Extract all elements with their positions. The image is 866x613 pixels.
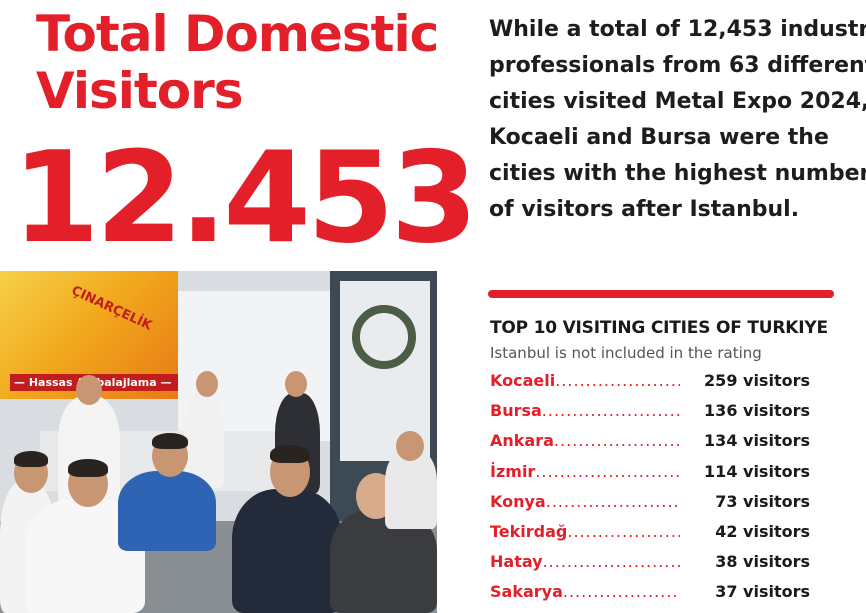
person-figure [385,449,437,529]
city-name: Sakarya [490,582,563,602]
person-hair [152,433,188,449]
person-head [396,431,424,461]
person-hair [14,451,48,467]
intro-paragraph: While a total of 12,453 industry profess… [489,12,866,232]
city-name: Konya [490,491,546,511]
person-head [285,371,307,397]
recycle-icon [352,305,416,369]
section-divider [488,290,834,298]
list-item: İzmir...................................… [490,460,820,490]
city-name: Kocaeli [490,371,556,390]
list-item: Kocaeli.................................… [490,369,820,399]
city-visitors: 259 visitors [704,371,810,390]
person-figure [118,471,216,551]
page-title: Total Domestic Visitors [36,5,439,120]
leader-dots: .................................... [555,371,680,390]
city-name: Ankara [490,431,554,451]
ranking-subtitle: Istanbul is not included in the rating [490,344,762,362]
person-head [196,371,218,397]
city-visitors: 42 visitors [715,521,810,541]
city-name: Bursa [490,401,542,421]
list-item: Hatay...................................… [490,550,820,580]
leader-dots: .................................... [545,491,680,511]
city-visitors: 114 visitors [704,461,810,481]
ranking-title: TOP 10 VISITING CITIES OF TURKIYE [490,318,828,338]
list-item: Sakarya.................................… [490,580,820,610]
city-name: Tekirdağ [490,521,568,541]
person-hair [68,459,108,477]
city-visitors: 134 visitors [704,431,810,451]
city-visitors: 38 visitors [715,552,810,572]
intro-line: Kocaeli and Bursa were the [489,125,829,150]
list-item: Ankara..................................… [490,429,820,459]
leader-dots: .................................... [562,582,680,602]
intro-line: cities visited Metal Expo 2024, [489,89,866,114]
intro-line: While a total of 12,453 industry [489,17,866,42]
list-item: Bursa...................................… [490,399,820,429]
intro-line: cities with the highest number [489,161,866,186]
city-name: İzmir [490,461,536,481]
city-visitors: 73 visitors [715,491,810,511]
total-visitors-number: 12.453 [12,124,478,271]
person-figure [232,489,342,613]
intro-line: professionals from 63 different [489,53,866,78]
city-ranking-list: Kocaeli.................................… [490,369,820,611]
title-line-1: Total Domestic [36,5,439,63]
expo-booth-photo: ÇINARÇELİK — Hassas Ambalajlama — [0,271,437,613]
list-item: Konya...................................… [490,490,820,520]
leader-dots: .................................... [567,521,680,541]
person-hair [270,445,310,463]
person-head [76,375,102,405]
leader-dots: .................................... [542,552,680,572]
leader-dots: .................................... [553,431,680,451]
title-line-2: Visitors [36,62,244,120]
city-visitors: 37 visitors [715,582,810,602]
panel-brand-text: ÇINARÇELİK [68,283,155,334]
city-name: Hatay [490,552,543,572]
leader-dots: .................................... [535,461,680,481]
leader-dots: .................................... [541,401,680,421]
intro-line: of visitors after Istanbul. [489,197,800,222]
city-visitors: 136 visitors [704,401,810,421]
list-item: Tekirdağ................................… [490,520,820,550]
